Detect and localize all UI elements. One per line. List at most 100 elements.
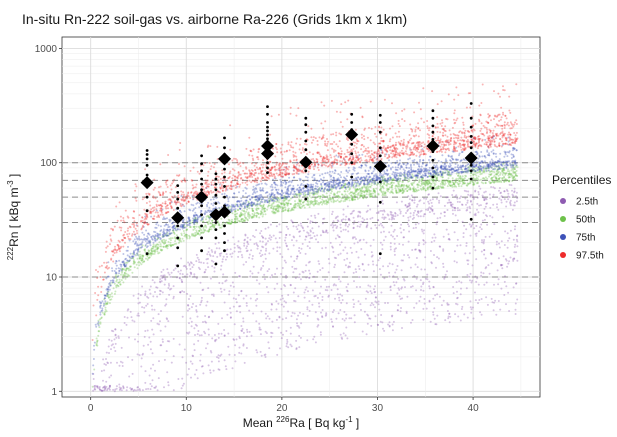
band-point — [474, 170, 477, 173]
band-point — [515, 282, 518, 285]
band-point — [319, 269, 322, 271]
band-point — [452, 189, 455, 192]
band-point — [106, 302, 109, 305]
band-point — [498, 177, 500, 180]
band-point — [300, 203, 303, 206]
band-point — [308, 247, 311, 250]
band-point — [457, 166, 460, 169]
band-point — [189, 226, 192, 229]
band-point — [191, 354, 194, 357]
band-point — [231, 367, 234, 370]
band-point — [474, 249, 477, 252]
band-point — [188, 322, 190, 325]
band-point — [162, 233, 165, 236]
band-point — [366, 313, 369, 316]
band-point — [379, 209, 382, 212]
band-point — [286, 209, 289, 212]
band-point — [137, 340, 139, 343]
band-point — [402, 189, 405, 192]
band-point — [159, 243, 162, 246]
band-point — [377, 219, 380, 222]
band-point — [499, 180, 502, 182]
band-point — [137, 297, 140, 300]
band-point — [269, 204, 272, 207]
band-point — [193, 234, 195, 237]
band-point — [223, 334, 226, 337]
band-point — [457, 315, 460, 318]
band-point — [331, 320, 333, 323]
band-point — [340, 301, 343, 304]
band-point — [148, 288, 151, 291]
band-point — [419, 210, 422, 213]
band-point — [511, 161, 513, 164]
band-point — [114, 328, 117, 331]
band-point — [268, 204, 271, 207]
band-point — [389, 213, 392, 216]
band-point — [400, 287, 403, 290]
band-point — [446, 310, 449, 312]
band-point — [391, 188, 394, 191]
band-point — [138, 388, 141, 390]
band-point — [506, 265, 509, 268]
band-point — [513, 190, 516, 193]
band-point — [370, 302, 373, 305]
band-point — [302, 229, 305, 232]
band-point — [321, 316, 324, 319]
band-point — [267, 240, 269, 243]
band-point — [371, 216, 374, 219]
band-point — [374, 194, 377, 197]
band-point — [490, 252, 493, 255]
band-point — [382, 230, 385, 233]
band-point — [411, 319, 414, 321]
band-point — [120, 346, 123, 349]
band-point — [399, 174, 402, 177]
band-point — [240, 325, 243, 327]
band-point — [296, 255, 299, 258]
band-point — [251, 216, 254, 219]
band-point — [448, 199, 451, 201]
band-point — [278, 223, 281, 226]
band-point — [268, 234, 271, 237]
band-point — [426, 278, 429, 281]
band-point — [277, 206, 280, 209]
band-point — [466, 274, 469, 276]
band-point — [186, 235, 188, 238]
band-point — [503, 198, 506, 201]
band-point — [419, 185, 422, 187]
band-point — [489, 214, 492, 217]
band-point — [166, 318, 169, 321]
band-point — [392, 192, 395, 195]
band-point — [241, 328, 244, 330]
band-point — [401, 188, 404, 191]
band-point — [185, 266, 187, 268]
band-point — [409, 187, 412, 190]
band-point — [261, 253, 264, 256]
band-point — [271, 186, 274, 189]
band-point — [351, 191, 354, 194]
band-point — [151, 250, 154, 253]
band-point — [429, 187, 432, 190]
band-point — [463, 313, 466, 316]
band-point — [266, 205, 269, 208]
band-point — [278, 231, 281, 234]
band-point — [473, 169, 475, 171]
band-point — [201, 365, 204, 368]
band-point — [307, 197, 309, 200]
band-point — [390, 182, 393, 185]
band-point — [388, 262, 391, 265]
band-point — [148, 256, 151, 259]
band-point — [99, 313, 102, 316]
band-point — [390, 186, 393, 189]
band-point — [390, 224, 393, 227]
band-point — [370, 178, 373, 181]
band-point — [363, 191, 366, 194]
band-point — [494, 152, 497, 155]
band-point — [232, 297, 235, 300]
band-point — [213, 225, 216, 228]
band-point — [255, 293, 258, 296]
band-point — [453, 250, 456, 253]
band-point — [279, 205, 282, 208]
band-point — [425, 163, 428, 166]
band-point — [248, 215, 251, 218]
band-point — [168, 225, 171, 228]
